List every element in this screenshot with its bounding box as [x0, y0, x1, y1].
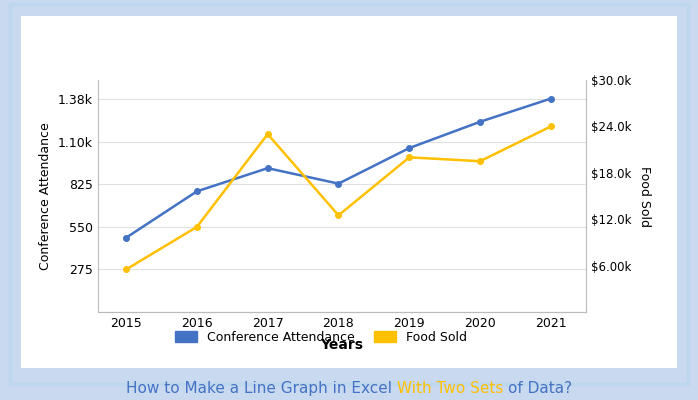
- Text: How to Make a Line Graph in Excel: How to Make a Line Graph in Excel: [126, 381, 396, 396]
- Text: With Two Sets: With Two Sets: [396, 381, 508, 396]
- Y-axis label: Conference Attendance: Conference Attendance: [39, 122, 52, 270]
- Y-axis label: Food Sold: Food Sold: [638, 166, 651, 226]
- Legend: Conference Attendance, Food Sold: Conference Attendance, Food Sold: [171, 327, 471, 348]
- Text: of Data?: of Data?: [508, 381, 572, 396]
- X-axis label: Years: Years: [320, 338, 364, 352]
